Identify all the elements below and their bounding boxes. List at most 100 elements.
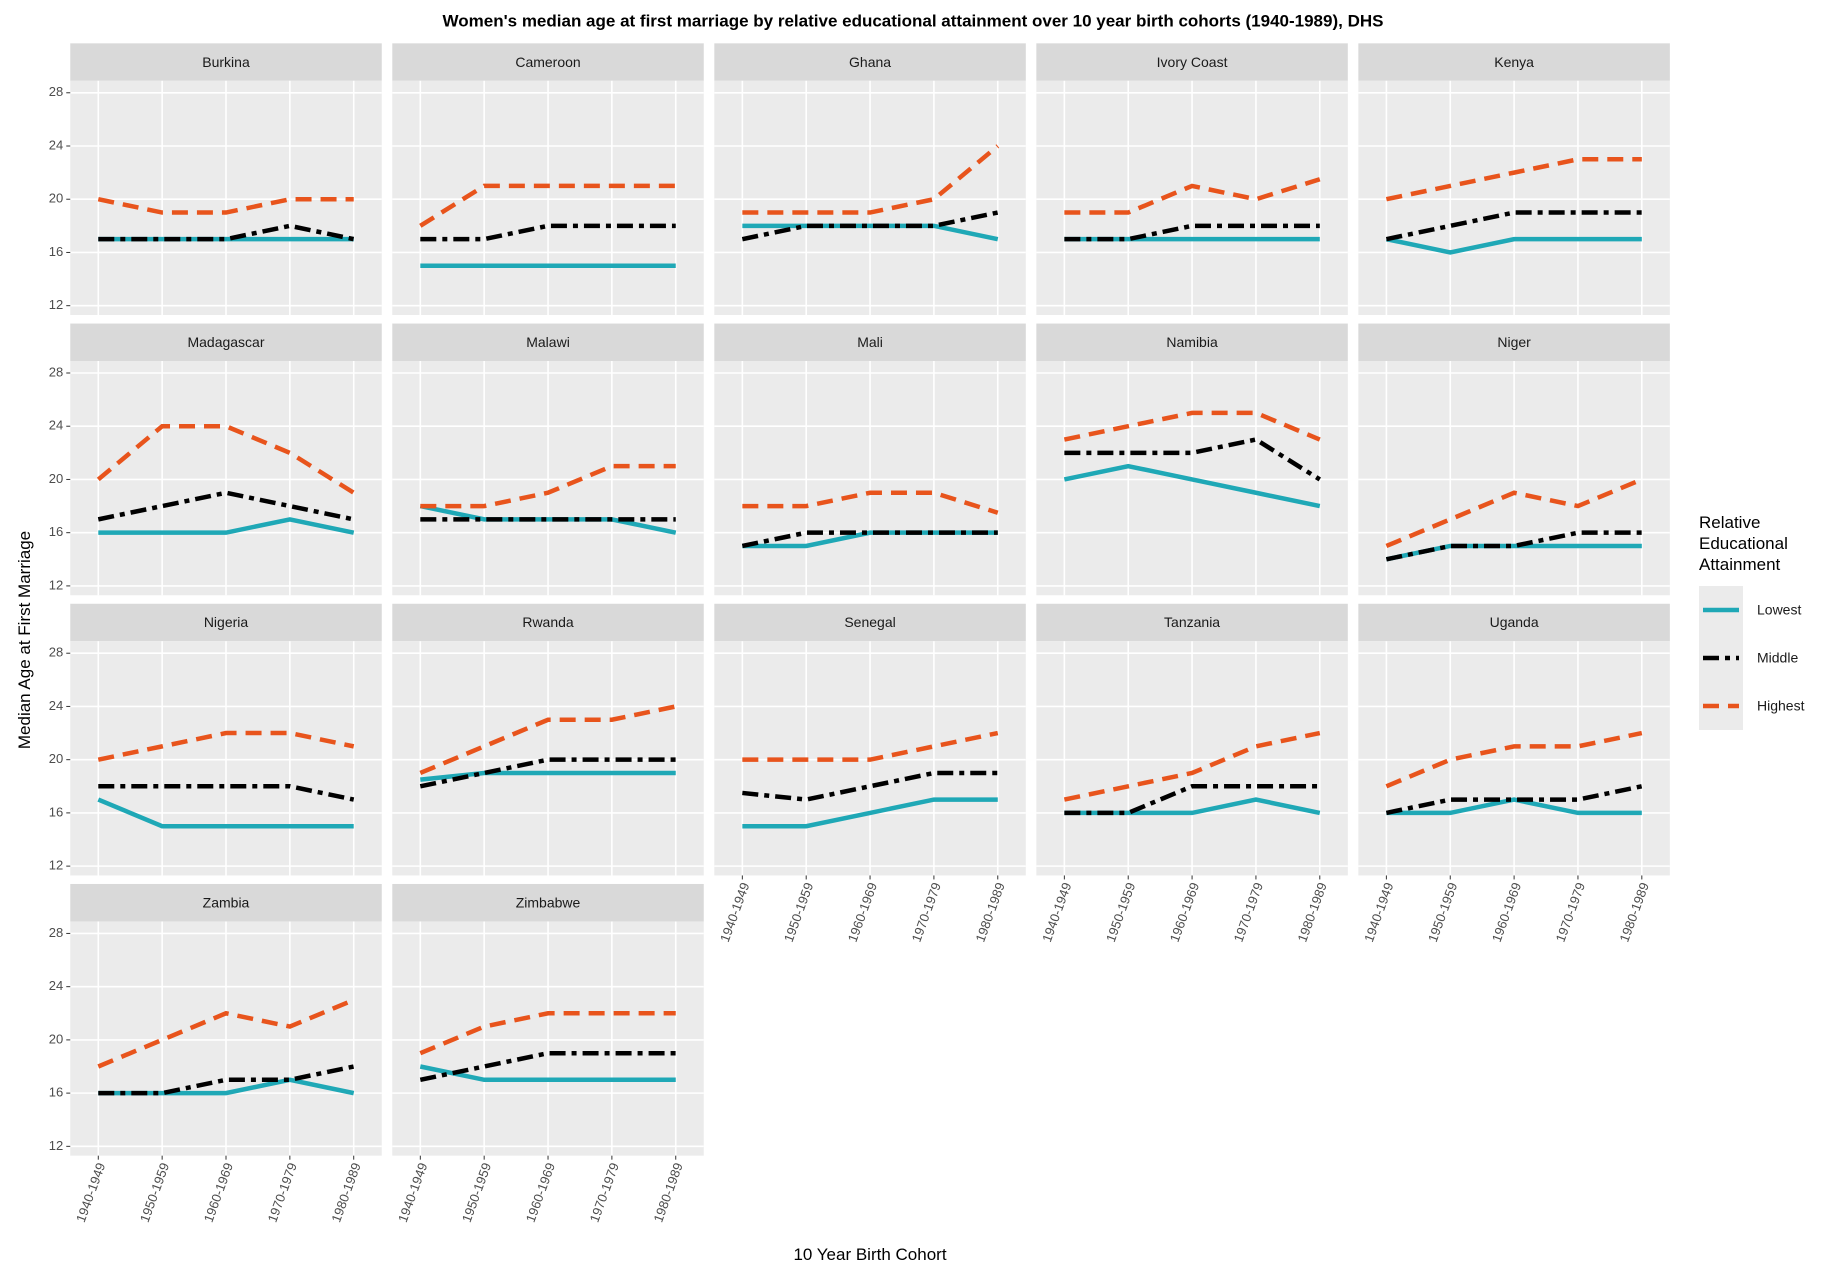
x-tick-label: 1970-1979 [909, 881, 944, 945]
strip [70, 883, 382, 922]
series-line [1385, 210, 1642, 242]
series-line [98, 223, 355, 242]
facet-title: Cameroon [515, 54, 580, 70]
x-tick-label: 1970-1979 [265, 1161, 300, 1225]
legend-label: Highest [1757, 698, 1805, 714]
series-line [419, 1050, 676, 1083]
facet-title: Zambia [203, 894, 250, 910]
series-line [96, 423, 355, 495]
x-tick-label: 1940-1949 [717, 881, 752, 945]
series-line [742, 530, 998, 549]
facet-title: Malawi [526, 334, 570, 350]
x-tick-label: 1940-1949 [1039, 881, 1074, 945]
series-line [97, 997, 355, 1069]
y-tick-label: 20 [49, 471, 63, 486]
strip [1036, 603, 1348, 642]
y-tick-label: 12 [49, 858, 63, 873]
series-line [742, 730, 999, 762]
x-tick-label: 1960-1969 [845, 881, 880, 945]
series-line [419, 183, 676, 228]
series-line [742, 797, 998, 829]
strip [1358, 43, 1670, 81]
facet-title: Namibia [1166, 334, 1218, 350]
strip [1358, 323, 1670, 362]
x-tick-label: 1960-1969 [1489, 881, 1524, 945]
facet-title: Senegal [844, 614, 895, 630]
series-line [420, 463, 676, 509]
series-line [1385, 157, 1642, 202]
series-line [1064, 784, 1320, 816]
facet-title: Madagascar [187, 334, 264, 350]
y-tick-label: 16 [49, 524, 63, 539]
series-line [1385, 530, 1642, 562]
facet-title: Niger [1497, 334, 1531, 350]
series-line [1385, 236, 1642, 255]
x-tick-label: 1980-1989 [1617, 881, 1652, 945]
x-tick-label: 1950-1959 [1103, 881, 1138, 945]
strip [714, 603, 1026, 642]
x-tick-label: 1960-1969 [523, 1161, 558, 1225]
chart-title: Women's median age at first marriage by … [443, 11, 1384, 30]
series-line [97, 490, 355, 522]
x-tick-label: 1960-1969 [1167, 881, 1202, 945]
series-line [98, 1064, 355, 1096]
strip [714, 323, 1026, 362]
x-tick-label: 1970-1979 [1231, 881, 1266, 945]
series-line [742, 770, 998, 802]
series-line [97, 797, 354, 829]
x-tick-label: 1950-1959 [781, 881, 816, 945]
x-tick-label: 1980-1989 [328, 1161, 363, 1225]
series-line [1063, 730, 1321, 802]
strip [392, 43, 704, 81]
x-tick-label: 1980-1989 [650, 1161, 685, 1225]
strip [70, 603, 382, 642]
x-tick-label: 1940-1949 [73, 1161, 108, 1225]
strip [1036, 43, 1348, 81]
facet-title: Tanzania [1164, 614, 1220, 630]
y-tick-label: 16 [49, 804, 63, 819]
y-axis-label: Median Age at First Marriage [15, 531, 34, 749]
series-line [420, 223, 676, 242]
series-line [1385, 477, 1643, 549]
x-tick-label: 1950-1959 [459, 1161, 494, 1225]
y-tick-label: 12 [49, 577, 63, 592]
facet-title: Ghana [849, 54, 891, 70]
x-tick-label: 1940-1949 [395, 1161, 430, 1225]
strip [714, 43, 1026, 81]
y-tick-label: 20 [49, 1031, 63, 1046]
y-tick-label: 20 [49, 751, 63, 766]
series-line [741, 210, 999, 242]
facet-title: Rwanda [522, 614, 574, 630]
y-tick-label: 20 [49, 191, 63, 206]
strip [70, 43, 382, 81]
facet-title: Nigeria [204, 614, 249, 630]
series-line [741, 530, 998, 549]
x-tick-label: 1960-1969 [201, 1161, 236, 1225]
series-line [1063, 410, 1321, 442]
x-tick-label: 1940-1949 [1361, 881, 1396, 945]
legend-label: Lowest [1757, 602, 1801, 618]
y-tick-label: 28 [49, 645, 63, 660]
series-line [419, 1064, 676, 1083]
strip [392, 323, 704, 362]
series-line [98, 517, 355, 535]
series-line [1064, 223, 1320, 242]
facet-title: Burkina [202, 54, 250, 70]
series-line [97, 196, 354, 215]
series-line [1385, 784, 1643, 816]
facet-title: Kenya [1494, 54, 1534, 70]
series-line [1385, 730, 1643, 789]
strip [392, 603, 704, 642]
y-tick-label: 12 [49, 297, 63, 312]
x-tick-label: 1970-1979 [1553, 881, 1588, 945]
facet-title: Zimbabwe [516, 894, 581, 910]
series-line [1064, 177, 1321, 215]
series-line [419, 503, 677, 535]
strip [1036, 323, 1348, 362]
y-tick-label: 24 [49, 418, 63, 433]
series-line [419, 1011, 676, 1056]
y-tick-label: 16 [49, 244, 63, 259]
y-tick-label: 24 [49, 698, 63, 713]
